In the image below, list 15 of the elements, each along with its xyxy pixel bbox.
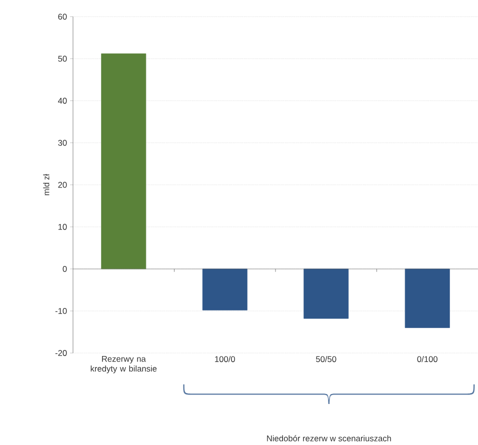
y-tick-label: 0 xyxy=(62,266,67,272)
y-tick-label: 30 xyxy=(58,140,67,146)
x-tick-label: 50/50 xyxy=(316,356,336,362)
y-tick-label: 10 xyxy=(58,224,67,230)
y-axis-title: mld zł xyxy=(43,174,50,196)
text: Niedobór rezerw w scenariuszach xyxy=(267,435,391,442)
y-tick-label: -20 xyxy=(55,350,67,356)
x-tick-label: 100/0 xyxy=(215,356,235,362)
y-tick-label: 40 xyxy=(58,98,67,104)
x-tick-label: Rezerwy na kredyty w bilansie xyxy=(90,356,157,374)
y-tick-label: -10 xyxy=(55,308,67,314)
y-tick-label: 20 xyxy=(58,182,67,188)
y-tick-label: 60 xyxy=(58,14,67,20)
x-tick-label: 0/100 xyxy=(417,356,438,362)
y-tick-label: 50 xyxy=(58,56,67,62)
